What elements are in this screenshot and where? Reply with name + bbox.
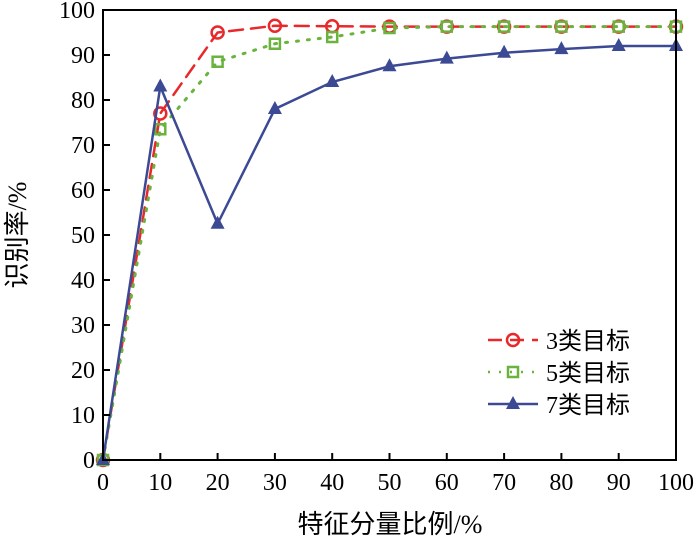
data-point bbox=[497, 44, 512, 58]
x-tick-label: 60 bbox=[435, 470, 459, 496]
y-tick-label: 0 bbox=[83, 448, 95, 474]
x-tick-label: 10 bbox=[148, 470, 172, 496]
y-tick-label: 60 bbox=[71, 178, 95, 204]
data-point bbox=[153, 78, 168, 92]
data-point bbox=[325, 74, 340, 87]
x-tick-label: 40 bbox=[320, 470, 344, 496]
data-point bbox=[210, 25, 225, 40]
series-3 bbox=[96, 38, 683, 465]
data-point bbox=[554, 41, 569, 55]
data-point bbox=[383, 21, 396, 35]
legend-label: 5类目标 bbox=[546, 360, 630, 387]
y-tick-label: 50 bbox=[71, 223, 95, 249]
data-point bbox=[154, 123, 167, 136]
data-point bbox=[267, 18, 283, 33]
x-tick-label: 20 bbox=[206, 470, 230, 496]
x-tick-label: 70 bbox=[492, 470, 516, 496]
data-point bbox=[325, 30, 339, 44]
y-tick-label: 10 bbox=[71, 403, 95, 429]
data-point bbox=[267, 101, 282, 114]
x-tick-label: 100 bbox=[658, 470, 694, 496]
x-tick-label: 30 bbox=[263, 470, 287, 496]
y-tick-label: 100 bbox=[59, 0, 95, 24]
x-tick-label: 90 bbox=[607, 470, 631, 496]
data-point bbox=[439, 50, 454, 64]
x-tick-label: 50 bbox=[378, 470, 402, 496]
series-line bbox=[101, 25, 678, 462]
data-point bbox=[211, 55, 224, 68]
x-axis-label: 特征分量比例/% bbox=[298, 510, 483, 539]
legend: 3类目标 5类目标 7类目标 bbox=[488, 328, 630, 419]
y-tick-label: 40 bbox=[71, 268, 95, 294]
data-point bbox=[611, 38, 626, 51]
data-point bbox=[497, 20, 511, 33]
y-tick-label: 70 bbox=[71, 133, 95, 159]
data-point bbox=[612, 20, 625, 33]
data-point bbox=[210, 215, 225, 229]
data-point bbox=[268, 37, 282, 50]
legend-label: 7类目标 bbox=[546, 392, 630, 419]
x-tick-label: 0 bbox=[97, 470, 109, 496]
y-tick-label: 30 bbox=[71, 313, 95, 339]
y-tick-label: 90 bbox=[71, 43, 95, 69]
legend-marker bbox=[506, 365, 520, 379]
x-tick-label: 80 bbox=[549, 470, 573, 496]
y-axis-label: 识别率/% bbox=[3, 182, 32, 289]
data-point bbox=[153, 106, 168, 121]
data-point bbox=[440, 20, 454, 33]
y-tick-label: 80 bbox=[71, 88, 95, 114]
data-point bbox=[382, 58, 397, 72]
data-point bbox=[555, 20, 568, 33]
legend-label: 3类目标 bbox=[546, 328, 630, 355]
legend-marker bbox=[506, 396, 520, 409]
y-tick-label: 20 bbox=[71, 358, 95, 384]
legend-marker bbox=[505, 332, 521, 348]
